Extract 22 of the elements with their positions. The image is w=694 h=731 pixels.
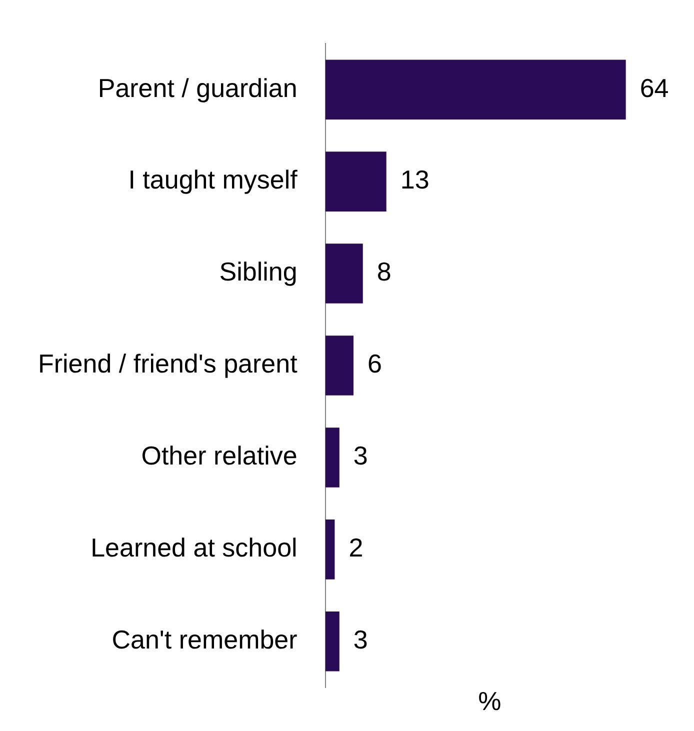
y-tick-label: Other relative bbox=[141, 440, 298, 471]
data-label: 6 bbox=[367, 348, 382, 379]
data-label: 2 bbox=[348, 532, 364, 563]
data-label: 8 bbox=[376, 256, 392, 287]
data-label: 3 bbox=[353, 440, 368, 471]
y-tick-label: Friend / friend's parent bbox=[38, 348, 298, 379]
y-tick-label: Learned at school bbox=[90, 532, 298, 563]
bar bbox=[325, 336, 354, 396]
bar bbox=[325, 520, 335, 580]
bar bbox=[325, 60, 626, 120]
x-axis-title: % bbox=[478, 686, 502, 716]
bar bbox=[325, 244, 363, 304]
bar bbox=[325, 152, 386, 212]
y-tick-label: Sibling bbox=[219, 256, 298, 287]
bar bbox=[325, 428, 340, 488]
bar bbox=[325, 612, 340, 672]
y-tick-label: Can't remember bbox=[112, 624, 298, 655]
y-tick-label: I taught myself bbox=[128, 164, 298, 195]
data-label: 13 bbox=[400, 164, 430, 195]
data-label: 64 bbox=[640, 72, 669, 103]
y-tick-label: Parent / guardian bbox=[98, 72, 298, 103]
data-label: 3 bbox=[353, 624, 368, 655]
